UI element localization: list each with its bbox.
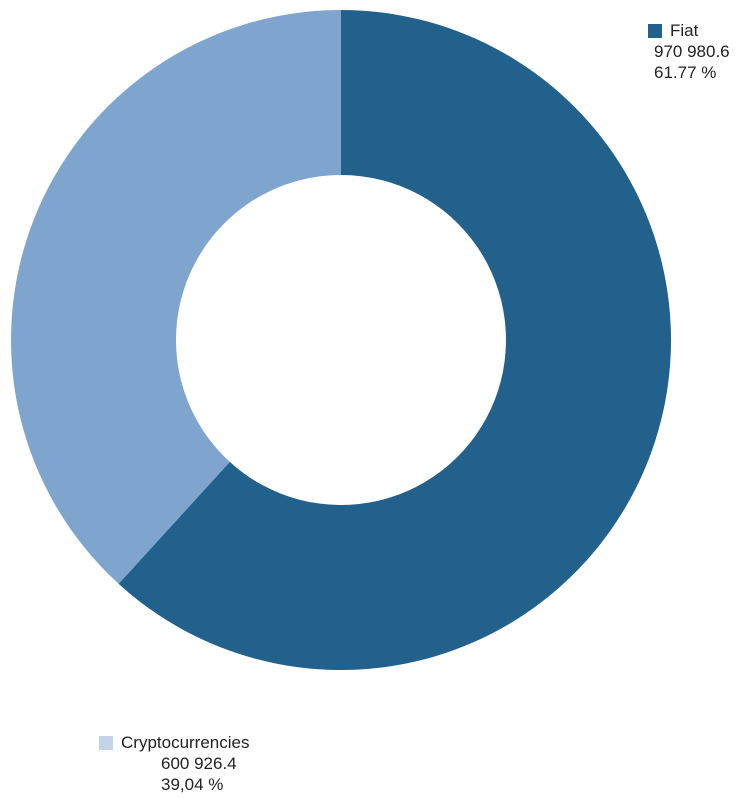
legend-label-fiat: Fiat — [670, 21, 699, 40]
legend-swatch-fiat — [648, 23, 662, 38]
legend-value-fiat: 970 980.6 — [654, 42, 730, 61]
donut-slice-fiat — [118, 10, 671, 670]
donut-slices — [10, 10, 671, 670]
legend-value-cryptocurrencies: 600 926.4 — [161, 754, 237, 773]
donut-slice-cryptocurrencies — [10, 10, 342, 584]
legend-label-cryptocurrencies: Cryptocurrencies — [121, 733, 250, 752]
legend-item-fiat: Fiat 970 980.6 61.77 % — [648, 20, 730, 83]
legend-item-cryptocurrencies: Cryptocurrencies 600 926.4 39,04 % — [99, 732, 250, 795]
legend-percent-cryptocurrencies: 39,04 % — [161, 775, 224, 794]
legend-swatch-cryptocurrencies — [99, 735, 113, 750]
legend-percent-fiat: 61.77 % — [654, 63, 717, 82]
